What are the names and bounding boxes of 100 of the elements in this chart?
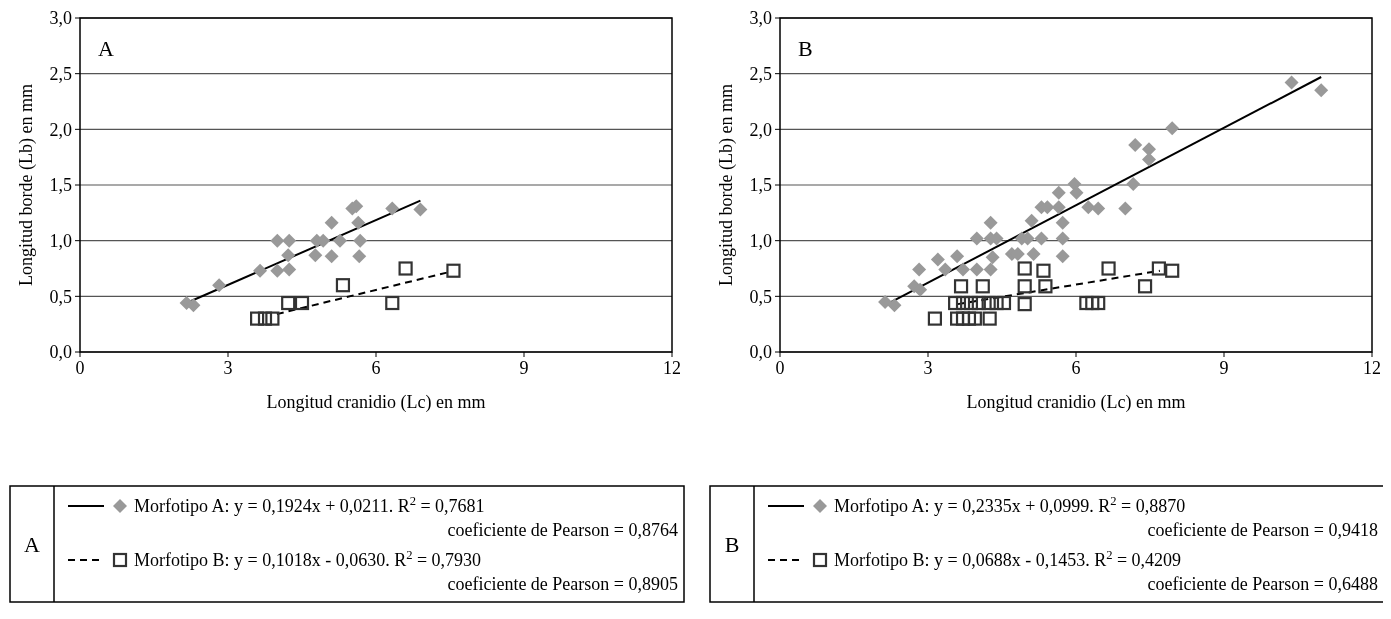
x-tick-label: 12 bbox=[1363, 358, 1381, 378]
x-tick-label: 6 bbox=[371, 358, 381, 378]
point bbox=[335, 278, 351, 293]
x-tick-label: 9 bbox=[1219, 358, 1229, 378]
point bbox=[281, 295, 296, 311]
point bbox=[385, 295, 400, 311]
text: coeficiente de Pearson = 0,6488 bbox=[1147, 574, 1378, 595]
point bbox=[961, 311, 977, 326]
y-tick-label: 1,0 bbox=[749, 230, 772, 251]
legend-title: A bbox=[24, 531, 41, 557]
point bbox=[1024, 213, 1039, 228]
point bbox=[955, 295, 971, 311]
legend-label: Morfotipo A: y = 0,2335x + 0,0999. R$^{2}$ = 0,8870 bbox=[834, 494, 1186, 517]
point bbox=[1051, 200, 1066, 215]
point bbox=[353, 233, 368, 248]
point bbox=[1101, 261, 1116, 276]
point bbox=[398, 261, 413, 276]
point bbox=[294, 295, 310, 311]
point bbox=[1314, 83, 1329, 98]
point bbox=[212, 278, 227, 293]
x-axis-title: Longitud cranidio (Lc) en mm bbox=[266, 392, 486, 413]
point bbox=[1165, 121, 1180, 136]
x-tick-label: 9 bbox=[519, 358, 529, 378]
legend-label: Morfotipo A: y = 0,1924x + 0,0211. R$^{2}$ = 0,7681 bbox=[134, 494, 485, 517]
point bbox=[1091, 201, 1106, 216]
y-tick-label: 3,0 bbox=[749, 8, 772, 29]
legend-label: Morfotipo B: y = 0,1018x - 0,0630. R$^{2}$ = 0,7930 bbox=[134, 548, 482, 571]
point bbox=[324, 215, 339, 230]
point bbox=[1055, 231, 1070, 246]
point bbox=[963, 295, 979, 311]
y-tick-label: 0,5 bbox=[49, 286, 72, 307]
point bbox=[413, 202, 428, 217]
point bbox=[950, 249, 965, 264]
point bbox=[912, 262, 927, 277]
point bbox=[1284, 75, 1299, 90]
y-tick-label: 0,5 bbox=[749, 286, 772, 307]
legend-label: Morfotipo B: y = 0,0688x - 0,1453. R$^{2}$ = 0,4209 bbox=[834, 548, 1182, 571]
text: coeficiente de Pearson = 0,8905 bbox=[447, 574, 678, 595]
point bbox=[1036, 263, 1051, 278]
point bbox=[1137, 279, 1153, 294]
point bbox=[956, 262, 971, 277]
y-axis-title: Longitud borde (Lb) en mm bbox=[716, 84, 737, 286]
point bbox=[1126, 176, 1141, 191]
point bbox=[1017, 297, 1032, 312]
point bbox=[265, 311, 280, 326]
point bbox=[352, 249, 367, 264]
point bbox=[270, 263, 285, 278]
point bbox=[913, 282, 928, 297]
point bbox=[996, 295, 1012, 311]
point bbox=[1165, 263, 1180, 278]
point bbox=[1055, 249, 1070, 264]
point bbox=[982, 311, 997, 326]
point bbox=[1038, 279, 1053, 294]
point bbox=[938, 262, 953, 277]
x-tick-label: 12 bbox=[663, 358, 681, 378]
point bbox=[1142, 152, 1157, 167]
point bbox=[270, 233, 285, 248]
point bbox=[1034, 231, 1049, 246]
point bbox=[878, 294, 893, 309]
point bbox=[308, 248, 323, 263]
point bbox=[953, 279, 969, 294]
annotation: B bbox=[798, 36, 813, 61]
y-tick-label: 1,5 bbox=[749, 175, 772, 196]
point bbox=[887, 298, 902, 313]
point bbox=[282, 262, 297, 277]
point bbox=[1081, 200, 1096, 215]
y-tick-label: 2,0 bbox=[49, 119, 72, 140]
point bbox=[257, 311, 273, 326]
point bbox=[250, 311, 265, 326]
point bbox=[1055, 215, 1070, 230]
point bbox=[948, 295, 963, 311]
y-tick-label: 1,5 bbox=[49, 175, 72, 196]
point bbox=[446, 263, 461, 278]
x-tick-label: 3 bbox=[923, 358, 933, 378]
point bbox=[930, 252, 945, 267]
y-tick-label: 0,0 bbox=[749, 342, 772, 363]
point bbox=[1142, 142, 1157, 157]
text: coeficiente de Pearson = 0,8764 bbox=[447, 520, 678, 541]
annotation: A bbox=[98, 36, 114, 61]
point bbox=[969, 231, 984, 246]
x-axis-title: Longitud cranidio (Lc) en mm bbox=[966, 392, 1186, 413]
point bbox=[1069, 185, 1084, 200]
point bbox=[975, 279, 990, 294]
y-tick-label: 3,0 bbox=[49, 8, 72, 29]
point bbox=[971, 295, 986, 311]
point bbox=[1017, 261, 1032, 276]
y-tick-label: 2,0 bbox=[749, 119, 772, 140]
x-tick-label: 3 bbox=[223, 358, 233, 378]
point bbox=[985, 250, 1000, 265]
point bbox=[282, 233, 297, 248]
y-axis-title: Longitud borde (Lb) en mm bbox=[16, 84, 37, 286]
x-tick-label: 6 bbox=[1071, 358, 1081, 378]
point bbox=[1151, 261, 1166, 276]
text: coeficiente de Pearson = 0,9418 bbox=[1147, 520, 1378, 541]
point bbox=[385, 201, 400, 216]
point bbox=[281, 248, 296, 263]
y-tick-label: 2,5 bbox=[749, 63, 772, 84]
point bbox=[324, 249, 339, 264]
point bbox=[989, 295, 1004, 311]
legend-title: B bbox=[724, 531, 740, 557]
